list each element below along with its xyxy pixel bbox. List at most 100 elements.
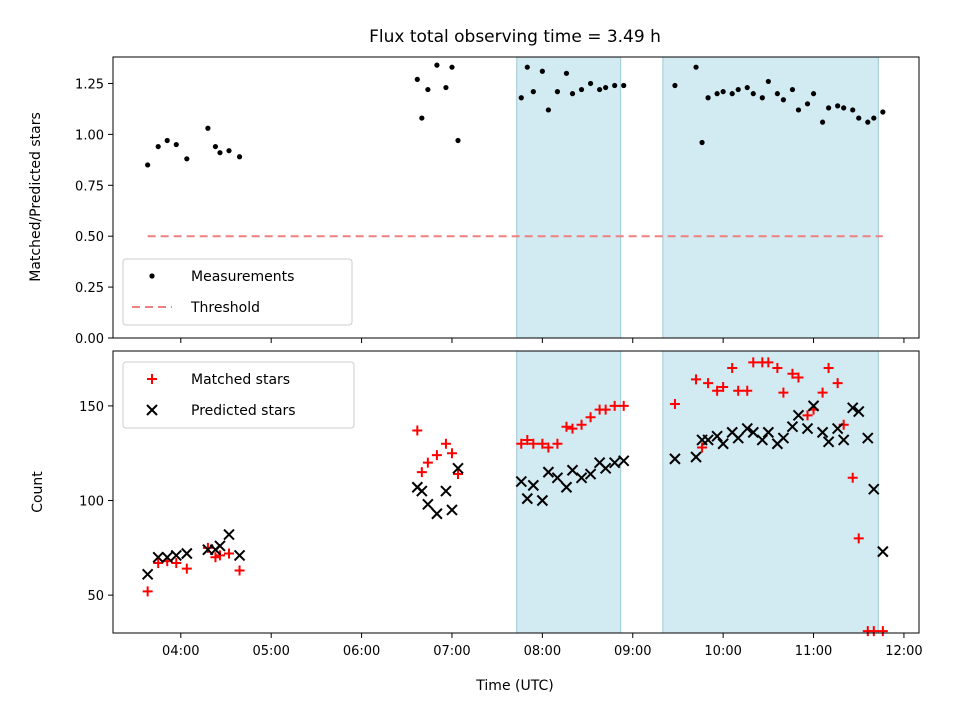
x-tick-label: 06:00	[343, 644, 380, 659]
matched-point	[793, 372, 804, 383]
matched-point	[703, 378, 714, 389]
measurement-point	[155, 143, 161, 150]
predicted-point	[214, 540, 226, 552]
predicted-point	[822, 436, 835, 448]
predicted-point	[422, 498, 434, 511]
measurement-point	[597, 86, 603, 93]
y-tick-label: 100	[79, 495, 104, 510]
x-tick-label: 08:00	[524, 644, 561, 659]
predicted-point	[181, 547, 193, 560]
predicted-point	[515, 475, 527, 488]
predicted-point	[560, 481, 573, 493]
predicted-point	[747, 426, 759, 439]
count-series	[141, 357, 889, 637]
measurement-point	[735, 86, 741, 93]
matched-point	[748, 357, 759, 368]
measurement-point	[425, 86, 431, 93]
shaded-interval-1	[516, 56, 622, 339]
count-shaded-intervals	[516, 350, 879, 634]
predicted-point	[807, 400, 820, 412]
predicted-point	[152, 551, 164, 564]
predicted-point	[584, 468, 597, 480]
matched-point	[585, 412, 596, 423]
matched-point	[516, 438, 527, 449]
predicted-point	[690, 451, 702, 463]
matched-point	[181, 563, 192, 574]
legend-label: Measurements	[191, 269, 294, 285]
predicted-point	[233, 549, 246, 562]
matched-point	[210, 552, 221, 563]
y-tick-label: 50	[87, 589, 104, 604]
ratio-plot-frame	[112, 56, 920, 339]
predicted-point	[862, 432, 874, 444]
measurement-point	[563, 70, 570, 76]
matched-point	[742, 385, 753, 396]
measurement-point	[419, 115, 425, 121]
y-tick-label: 0.75	[75, 179, 104, 194]
matched-point	[877, 626, 888, 637]
predicted-point	[831, 422, 844, 435]
x-tick-label: 09:00	[614, 644, 651, 659]
predicted-point	[741, 422, 753, 435]
matched-point	[832, 378, 843, 389]
y-tick-label: 1.00	[75, 128, 104, 143]
measurement-point	[205, 125, 211, 131]
predicted-point	[732, 432, 744, 444]
measurement-point	[810, 91, 817, 97]
predicted-point	[536, 494, 549, 507]
measurement-point	[865, 119, 871, 125]
predicted-point	[868, 483, 880, 495]
ratio-panel: 0.00 0.25 0.50 0.75 1.00 1.25 Matched/Predict…	[28, 56, 920, 347]
ratio-series	[145, 62, 886, 238]
count-axis-ticks: 50 100 150 04:00 05:00 06:00 07:00 08:00 09:00 10…	[79, 400, 922, 659]
matched-point	[817, 387, 828, 398]
predicted-point	[777, 432, 790, 444]
x-tick-label: 04:00	[162, 644, 199, 659]
matched-point	[600, 404, 611, 415]
matched-point	[224, 548, 235, 559]
matched-point	[522, 434, 533, 445]
measurement-point	[226, 148, 232, 154]
matched-point	[847, 472, 858, 483]
measurement-point	[173, 141, 179, 148]
measurement-point	[414, 76, 420, 82]
x-tick-label: 11:00	[795, 644, 832, 659]
y-tick-label: 0.00	[75, 332, 104, 347]
measurement-point	[841, 105, 847, 111]
predicted-point	[837, 434, 850, 446]
predicted-point	[431, 508, 443, 520]
measurement-point	[856, 115, 862, 121]
measurement-point	[774, 91, 780, 97]
count-ylabel: Count	[30, 471, 46, 513]
matched-point	[552, 438, 563, 449]
ratio-ylabel: Matched/Predicted stars	[28, 112, 44, 282]
predicted-point	[847, 402, 859, 414]
matched-point	[422, 457, 433, 468]
measurement-point	[693, 64, 699, 70]
predicted-point	[440, 485, 452, 497]
y-tick-label: 0.50	[75, 230, 104, 245]
y-tick-label: 150	[79, 400, 104, 415]
measurement-point	[603, 84, 609, 91]
matched-point	[142, 586, 153, 597]
shaded-interval-2	[662, 56, 879, 339]
predicted-point	[816, 426, 829, 439]
predicted-point	[853, 405, 865, 418]
matched-point	[691, 374, 702, 385]
measurement-point	[236, 154, 243, 160]
predicted-point	[717, 438, 729, 450]
y-tick-label: 0.25	[75, 281, 104, 296]
ratio-shaded-intervals	[516, 56, 879, 339]
predicted-point	[792, 409, 805, 422]
x-tick-label: 07:00	[433, 644, 470, 659]
y-tick-label: 1.25	[75, 77, 104, 92]
matched-point	[712, 385, 723, 396]
measurement-point	[750, 91, 756, 97]
measurement-point	[145, 162, 151, 168]
predicted-point	[711, 430, 723, 442]
predicted-point	[702, 434, 714, 446]
measurement-point	[621, 82, 627, 89]
matched-point	[727, 363, 738, 374]
measurement-point	[705, 95, 711, 101]
measurement-point	[714, 91, 720, 97]
